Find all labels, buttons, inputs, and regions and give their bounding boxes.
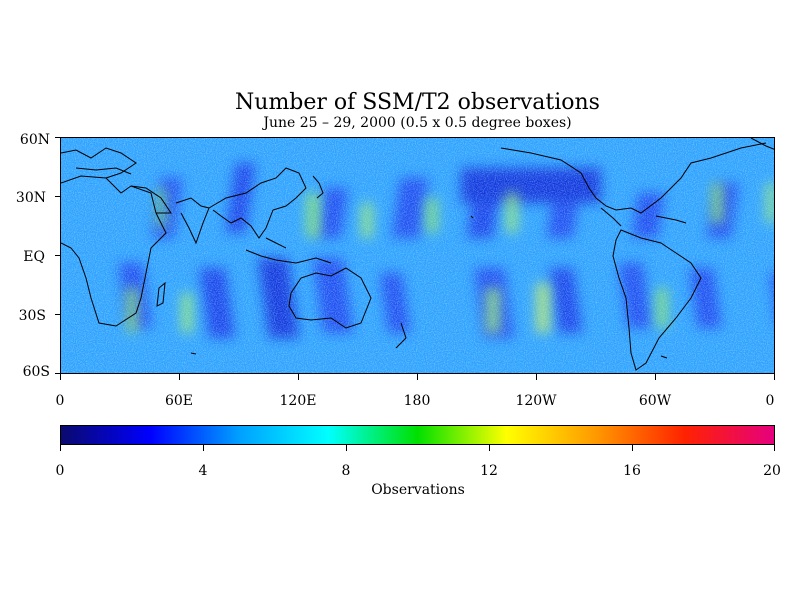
lon-label-60e: 60E bbox=[164, 393, 194, 409]
lon-label-120w: 120W bbox=[515, 393, 557, 409]
speckle-dark bbox=[61, 138, 774, 373]
lat-label-60n: 60N bbox=[19, 132, 50, 148]
lon-label-120e: 120E bbox=[279, 393, 317, 409]
colorbar-label-12: 12 bbox=[480, 463, 498, 479]
colorbar bbox=[60, 425, 775, 445]
observation-map bbox=[60, 137, 775, 374]
lon-label-60w: 60W bbox=[638, 393, 672, 409]
lat-axis-ticks bbox=[55, 137, 60, 374]
colorbar-title: Observations bbox=[371, 482, 465, 498]
lon-label-180: 180 bbox=[403, 393, 431, 409]
colorbar-label-8: 8 bbox=[341, 463, 351, 479]
map-subtitle: June 25 – 29, 2000 (0.5 x 0.5 degree box… bbox=[263, 115, 572, 131]
lat-label-30n: 30N bbox=[15, 190, 46, 206]
coastlines bbox=[61, 138, 774, 371]
colorbar-ticks bbox=[60, 445, 775, 451]
colorbar-label-16: 16 bbox=[623, 463, 641, 479]
lat-label-30s: 30S bbox=[18, 308, 46, 324]
lat-label-60s: 60S bbox=[22, 364, 50, 380]
lon-label-0-left: 0 bbox=[55, 393, 65, 409]
colorbar-label-0: 0 bbox=[55, 463, 65, 479]
lat-label-eq: EQ bbox=[23, 249, 45, 265]
colorbar-label-4: 4 bbox=[198, 463, 208, 479]
lon-label-0-right: 0 bbox=[765, 393, 775, 409]
lon-axis-ticks bbox=[60, 374, 775, 380]
map-title: Number of SSM/T2 observations bbox=[235, 90, 600, 115]
colorbar-label-20: 20 bbox=[763, 463, 781, 479]
